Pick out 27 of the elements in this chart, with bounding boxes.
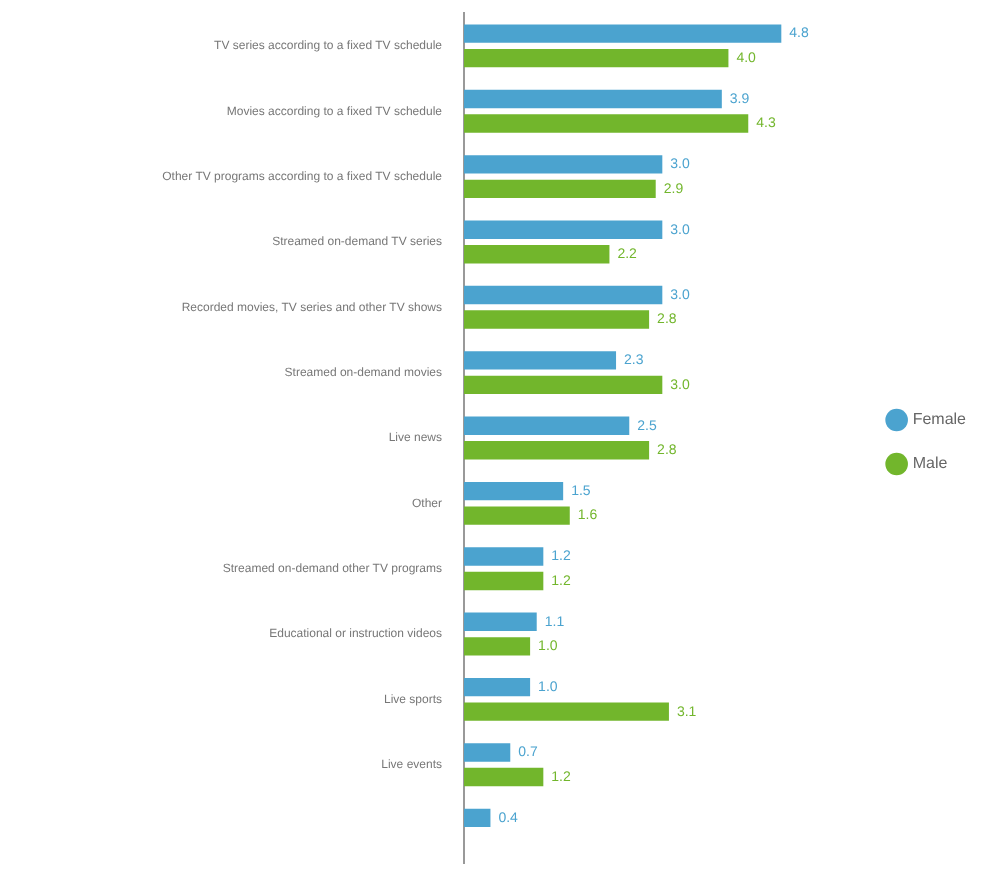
- bar: [464, 89, 722, 109]
- bar: [464, 441, 650, 460]
- bar: [464, 481, 564, 501]
- bar: [464, 48, 729, 68]
- bar: [464, 571, 544, 591]
- bar: [464, 677, 531, 697]
- legend-label: Male: [912, 454, 949, 473]
- bar: [464, 245, 610, 264]
- bar: [464, 351, 617, 370]
- bar: [464, 506, 570, 525]
- bar: [464, 612, 537, 631]
- bar: [464, 285, 663, 305]
- bar: [464, 547, 544, 566]
- bar: [464, 114, 749, 133]
- bar: [464, 637, 531, 656]
- bar: [464, 767, 544, 787]
- bar: [464, 155, 663, 174]
- bar: [464, 179, 656, 199]
- legend-label: Female: [912, 410, 968, 429]
- bar: [464, 743, 511, 762]
- bar: [464, 702, 669, 721]
- bar: [464, 24, 782, 43]
- bar: [464, 375, 663, 395]
- bar: [464, 220, 663, 239]
- bar: [464, 808, 491, 828]
- bar: [464, 416, 630, 435]
- bar: [464, 310, 650, 329]
